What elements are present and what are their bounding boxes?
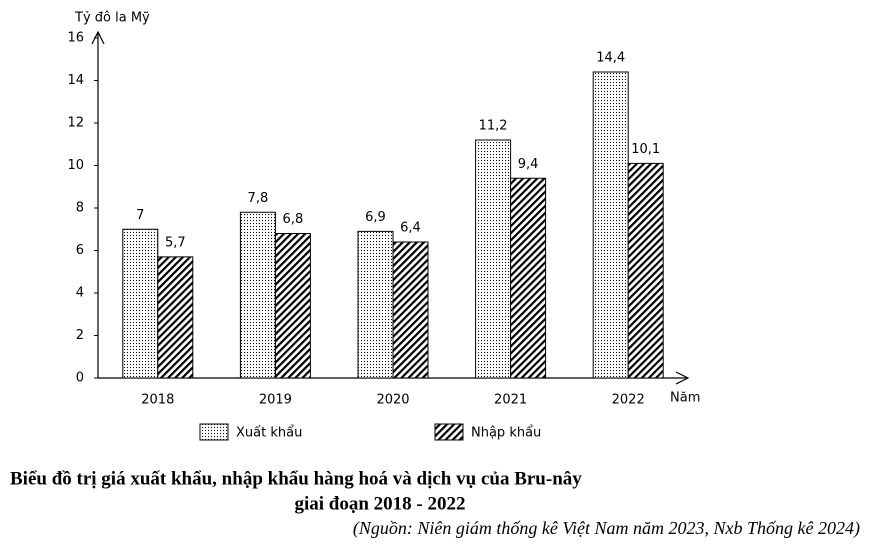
value-label: 5,7 <box>165 235 186 250</box>
x-tick-label: 2018 <box>141 393 174 408</box>
bar <box>239 211 276 379</box>
y-tick-label: 0 <box>76 371 84 386</box>
source-note: (Nguồn: Niên giám thống kê Việt Nam năm … <box>353 518 860 539</box>
value-label: 7,8 <box>248 191 269 206</box>
value-label: 9,4 <box>518 157 539 172</box>
y-tick-label: 14 <box>67 73 84 88</box>
x-tick-label: 2021 <box>494 393 527 408</box>
bar <box>357 230 394 379</box>
x-tick-label: 2020 <box>376 393 409 408</box>
bar <box>627 162 664 379</box>
chart-title: Biểu đồ trị giá xuất khẩu, nhập khẩu hàn… <box>10 468 582 489</box>
value-label: 14,4 <box>596 51 625 66</box>
y-tick-label: 6 <box>76 243 84 258</box>
value-label: 11,2 <box>479 119 508 134</box>
x-tick-label: 2022 <box>612 393 645 408</box>
value-label: 7 <box>136 208 144 223</box>
y-tick-label: 4 <box>76 286 84 301</box>
bar <box>592 71 629 379</box>
value-label: 10,1 <box>631 142 660 157</box>
y-axis-arrow <box>91 30 105 45</box>
bar <box>510 177 547 379</box>
y-axis-label: Tỷ đô la Mỹ <box>74 11 150 26</box>
legend-label: Nhập khẩu <box>471 426 541 441</box>
value-label: 6,9 <box>365 210 386 225</box>
y-tick-label: 8 <box>76 201 84 216</box>
bar <box>157 256 194 379</box>
chart-subtitle: giai đoạn 2018 - 2022 <box>294 493 465 514</box>
x-axis-arrow <box>675 371 690 385</box>
legend-swatch <box>199 423 229 441</box>
value-label: 6,8 <box>283 212 304 227</box>
legend-swatch <box>434 423 464 441</box>
bar <box>274 233 311 379</box>
y-tick-label: 10 <box>67 158 84 173</box>
bar <box>475 139 512 379</box>
x-tick-label: 2019 <box>259 393 292 408</box>
bar <box>392 241 429 379</box>
x-axis-label: Năm <box>670 391 700 406</box>
legend-label: Xuất khẩu <box>236 426 302 441</box>
bar <box>122 228 159 379</box>
y-tick-label: 2 <box>76 328 84 343</box>
value-label: 6,4 <box>400 221 421 236</box>
y-tick-label: 12 <box>67 116 84 131</box>
y-tick-label: 16 <box>67 31 84 46</box>
